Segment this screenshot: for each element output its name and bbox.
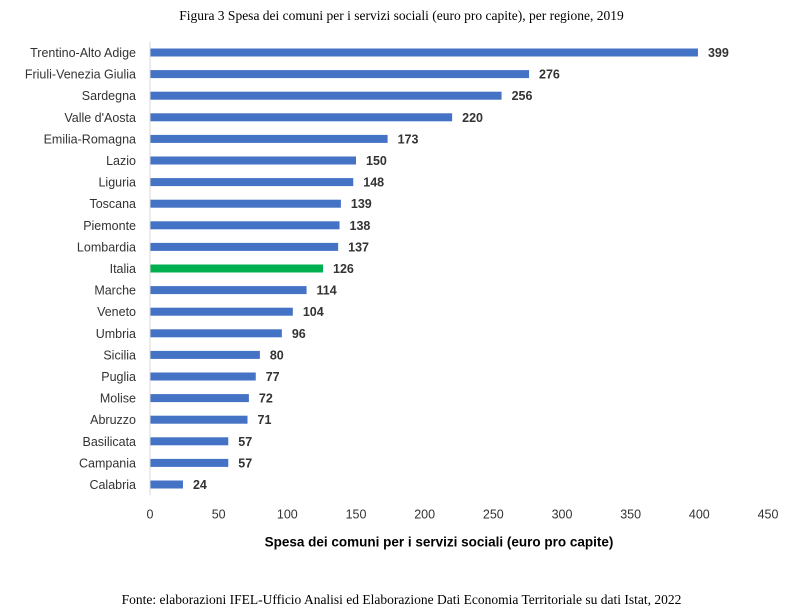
- category-labels-group: Trentino-Alto Adige Friuli-Venezia Giulia…: [25, 46, 136, 492]
- value-label-veneto: 104: [303, 305, 324, 319]
- bar-campania: [150, 458, 229, 467]
- value-label-puglia: 77: [266, 370, 280, 384]
- bar-sicilia: [150, 350, 260, 359]
- bar-valle-d-aosta: [150, 113, 453, 122]
- value-label-abruzzo: 71: [258, 413, 272, 427]
- bar-basilicata: [150, 437, 229, 446]
- value-label-umbria: 96: [292, 327, 306, 341]
- bar-liguria: [150, 178, 354, 187]
- bar-italia: [150, 264, 324, 273]
- value-label-molise: 72: [259, 392, 273, 406]
- value-label-sicilia: 80: [270, 348, 284, 362]
- bar-friuli-venezia-giulia: [150, 70, 530, 79]
- category-label-trentino-alto-adige: Trentino-Alto Adige: [30, 46, 136, 60]
- value-label-marche: 114: [317, 284, 337, 298]
- x-tick-label-0: 0: [147, 507, 154, 521]
- source-note: Fonte: elaborazioni IFEL-Ufficio Analisi…: [121, 592, 682, 607]
- bar-emilia-romagna: [150, 134, 388, 143]
- category-label-sicilia: Sicilia: [103, 348, 136, 362]
- value-label-piemonte: 138: [350, 219, 371, 233]
- category-label-italia: Italia: [110, 262, 136, 276]
- category-label-lombardia: Lombardia: [77, 240, 136, 254]
- x-tick-label-450: 450: [758, 507, 779, 521]
- category-label-friuli-venezia-giulia: Friuli-Venezia Giulia: [25, 68, 136, 82]
- category-label-sardegna: Sardegna: [82, 89, 136, 103]
- category-label-veneto: Veneto: [97, 305, 136, 319]
- category-label-valle-d-aosta: Valle d'Aosta: [64, 111, 136, 125]
- value-label-sardegna: 256: [512, 89, 533, 103]
- bar-sardegna: [150, 91, 502, 100]
- category-label-piemonte: Piemonte: [83, 219, 136, 233]
- value-label-valle-d-aosta: 220: [462, 111, 483, 125]
- x-tick-label-350: 350: [620, 507, 641, 521]
- value-label-italia: 126: [333, 262, 354, 276]
- category-label-emilia-romagna: Emilia-Romagna: [44, 132, 136, 146]
- figure-title: Figura 3 Spesa dei comuni per i servizi …: [179, 8, 624, 23]
- bar-molise: [150, 394, 249, 403]
- value-label-calabria: 24: [193, 478, 207, 492]
- bar-abruzzo: [150, 415, 248, 424]
- category-label-basilicata: Basilicata: [83, 435, 137, 449]
- category-label-molise: Molise: [100, 392, 136, 406]
- x-tick-label-50: 50: [212, 507, 226, 521]
- category-label-marche: Marche: [94, 284, 136, 298]
- category-label-abruzzo: Abruzzo: [90, 413, 136, 427]
- bars-group: [150, 48, 698, 489]
- value-label-basilicata: 57: [238, 435, 252, 449]
- value-labels-group: 399 276 256 220 173 150 148 139 138 137 126 114 104 9…: [193, 46, 729, 492]
- category-label-puglia: Puglia: [101, 370, 136, 384]
- category-label-toscana: Toscana: [89, 197, 136, 211]
- value-label-liguria: 148: [363, 176, 384, 190]
- x-tick-label-200: 200: [414, 507, 435, 521]
- bar-umbria: [150, 329, 282, 338]
- bar-puglia: [150, 372, 256, 381]
- category-label-lazio: Lazio: [106, 154, 136, 168]
- value-label-lazio: 150: [366, 154, 387, 168]
- x-tick-label-150: 150: [346, 507, 367, 521]
- category-label-campania: Campania: [79, 456, 136, 470]
- value-label-toscana: 139: [351, 197, 372, 211]
- category-label-liguria: Liguria: [98, 176, 136, 190]
- category-label-umbria: Umbria: [96, 327, 136, 341]
- bar-veneto: [150, 307, 293, 316]
- bar-toscana: [150, 199, 341, 208]
- value-label-campania: 57: [238, 456, 252, 470]
- value-label-lombardia: 137: [348, 240, 369, 254]
- bar-marche: [150, 286, 307, 295]
- bar-lombardia: [150, 242, 339, 251]
- x-axis-ticks-group: 0 50 100 150 200 250 300 350 400 450: [147, 507, 779, 521]
- bar-piemonte: [150, 221, 340, 230]
- x-tick-label-250: 250: [483, 507, 504, 521]
- x-tick-label-100: 100: [277, 507, 298, 521]
- x-tick-label-400: 400: [689, 507, 710, 521]
- value-label-friuli-venezia-giulia: 276: [539, 68, 560, 82]
- x-axis-label: Spesa dei comuni per i servizi sociali (…: [265, 534, 614, 549]
- bar-calabria: [150, 480, 183, 489]
- value-label-trentino-alto-adige: 399: [708, 46, 729, 60]
- bar-chart: Trentino-Alto Adige Friuli-Venezia Giulia…: [25, 41, 779, 549]
- bar-trentino-alto-adige: [150, 48, 698, 57]
- bar-lazio: [150, 156, 356, 165]
- category-label-calabria: Calabria: [89, 478, 136, 492]
- x-tick-label-300: 300: [552, 507, 573, 521]
- value-label-emilia-romagna: 173: [398, 132, 419, 146]
